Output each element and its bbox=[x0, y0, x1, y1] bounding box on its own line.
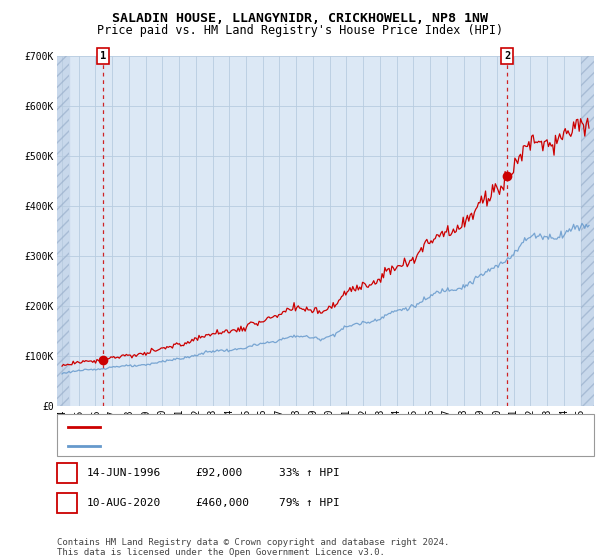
Text: 14-JUN-1996: 14-JUN-1996 bbox=[87, 468, 161, 478]
Bar bbox=[581, 56, 594, 406]
Bar bbox=[57, 56, 69, 406]
Text: £92,000: £92,000 bbox=[195, 468, 242, 478]
Text: 2: 2 bbox=[64, 498, 70, 508]
Text: 1: 1 bbox=[100, 51, 106, 61]
Text: SALADIN HOUSE, LLANGYNIDR, CRICKHOWELL, NP8 1NW: SALADIN HOUSE, LLANGYNIDR, CRICKHOWELL, … bbox=[112, 12, 488, 25]
Text: 1: 1 bbox=[64, 468, 70, 478]
Text: HPI: Average price, detached house, Powys: HPI: Average price, detached house, Powy… bbox=[105, 441, 361, 451]
Text: Contains HM Land Registry data © Crown copyright and database right 2024.
This d: Contains HM Land Registry data © Crown c… bbox=[57, 538, 449, 557]
Text: 2: 2 bbox=[504, 51, 511, 61]
Text: Price paid vs. HM Land Registry's House Price Index (HPI): Price paid vs. HM Land Registry's House … bbox=[97, 24, 503, 36]
Text: 10-AUG-2020: 10-AUG-2020 bbox=[87, 498, 161, 508]
Text: 79% ↑ HPI: 79% ↑ HPI bbox=[279, 498, 340, 508]
Text: 33% ↑ HPI: 33% ↑ HPI bbox=[279, 468, 340, 478]
Text: £460,000: £460,000 bbox=[195, 498, 249, 508]
Text: SALADIN HOUSE, LLANGYNIDR, CRICKHOWELL, NP8 1NW (detached house): SALADIN HOUSE, LLANGYNIDR, CRICKHOWELL, … bbox=[105, 422, 505, 432]
